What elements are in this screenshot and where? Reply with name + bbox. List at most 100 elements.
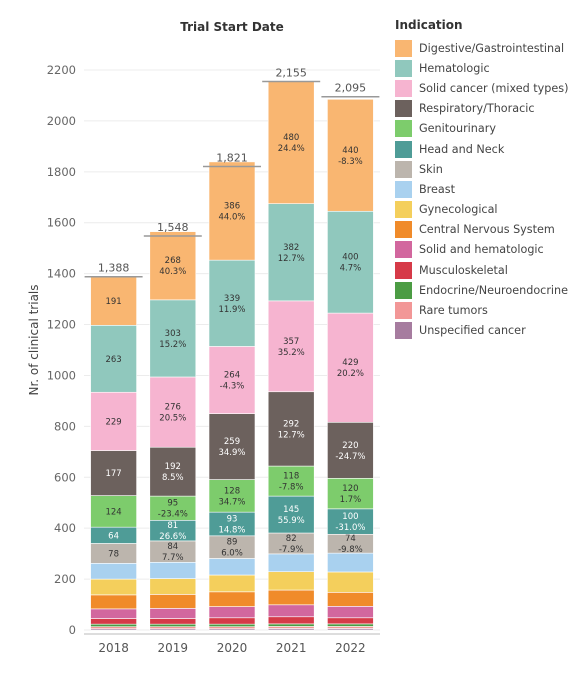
- bar-segment: [149, 231, 197, 301]
- bar-segment: [267, 391, 315, 467]
- data-label: -23.4%: [158, 510, 188, 520]
- bar-segment: [267, 626, 315, 629]
- bar-segment: [149, 626, 197, 630]
- legend-swatch: [395, 79, 412, 97]
- data-label: 1.7%: [340, 495, 362, 505]
- bar-segment: [267, 203, 315, 302]
- legend-item: Endocrine/Neuroendocrine: [395, 280, 585, 300]
- data-label: -7.9%: [279, 545, 304, 555]
- data-label: 276: [165, 403, 181, 413]
- data-label: 44.0%: [218, 213, 245, 223]
- data-label: 264: [224, 371, 240, 381]
- legend-label: Digestive/Gastrointestinal: [419, 41, 565, 55]
- legend-item: Respiratory/Thoracic: [395, 99, 585, 119]
- bar-segment: [90, 325, 137, 393]
- legend-item: Gynecological: [395, 200, 585, 220]
- data-label: -7.8%: [279, 483, 304, 493]
- legend-label: Breast: [419, 182, 455, 196]
- bar-segment: [327, 98, 374, 212]
- y-tick-label: 600: [54, 470, 76, 484]
- bar-segment: [267, 571, 315, 591]
- bar-segment: [327, 623, 374, 627]
- data-label: -24.7%: [335, 452, 365, 462]
- legend-label: Solid cancer (mixed types): [419, 81, 569, 95]
- bar-segment: [149, 618, 197, 625]
- data-label: 26.6%: [159, 532, 186, 542]
- bar-segment: [267, 623, 315, 627]
- legend-title: Indication: [395, 18, 463, 32]
- data-label: 386: [224, 202, 240, 212]
- x-tick-label: 2018: [98, 641, 129, 655]
- data-label: 95: [167, 499, 178, 509]
- data-label: 40.3%: [159, 267, 186, 277]
- legend-item: Central Nervous System: [395, 220, 585, 240]
- chart-title: Trial Start Date: [180, 20, 284, 34]
- total-label: 1,821: [216, 151, 248, 164]
- legend-item: Rare tumors: [395, 300, 585, 320]
- legend-swatch: [395, 241, 412, 259]
- bar-segment: [90, 618, 137, 625]
- data-label: 400: [342, 253, 358, 263]
- legend-swatch: [395, 120, 412, 138]
- data-label: 229: [105, 417, 121, 427]
- data-label: 192: [165, 462, 181, 472]
- legend-label: Genitourinary: [419, 122, 496, 136]
- bar-segment: [208, 346, 256, 414]
- data-label: 120: [342, 484, 358, 494]
- legend-swatch: [395, 39, 412, 57]
- total-label: 1,548: [157, 221, 189, 234]
- bar-segment: [208, 606, 256, 619]
- y-tick-label: 400: [54, 521, 76, 535]
- bar-segment: [327, 210, 374, 314]
- data-label: 34.9%: [218, 448, 245, 458]
- legend-label: Musculoskeletal: [419, 263, 508, 277]
- bar-segment: [327, 626, 374, 629]
- legend-item: Breast: [395, 179, 585, 199]
- legend-label: Central Nervous System: [419, 223, 555, 237]
- bar-segment: [267, 589, 315, 606]
- bar-segment: [149, 561, 197, 579]
- bar-segment: [267, 553, 315, 573]
- bar-segment: [208, 626, 256, 630]
- legend-label: Unspecified cancer: [419, 324, 526, 338]
- legend-item: Head and Neck: [395, 139, 585, 159]
- data-label: 145: [283, 505, 299, 515]
- data-label: 8.5%: [162, 473, 184, 483]
- bar-segment: [90, 623, 137, 627]
- y-axis-label: Nr. of clinical trials: [27, 284, 41, 395]
- legend-swatch: [395, 302, 412, 320]
- bar-segment: [327, 606, 374, 619]
- data-label: 480: [283, 133, 299, 143]
- bar-segment: [327, 312, 374, 423]
- bar-segment: [267, 604, 315, 618]
- data-label: 292: [283, 419, 299, 429]
- data-label: 177: [105, 469, 121, 479]
- legend: Indication Digestive/Gastrointestinal Hem…: [395, 18, 585, 341]
- legend-label: Gynecological: [419, 203, 498, 217]
- y-tick-label: 200: [54, 572, 76, 586]
- data-label: 78: [108, 549, 119, 559]
- data-label: 440: [342, 146, 358, 156]
- bar-segment: [208, 558, 256, 576]
- bar-segment: [267, 495, 315, 534]
- bar-segment: [149, 594, 197, 609]
- data-label: -4.3%: [220, 382, 245, 392]
- data-label: -9.8%: [338, 545, 363, 555]
- legend-label: Endocrine/Neuroendocrine: [419, 283, 568, 297]
- bar-segment: [208, 161, 256, 261]
- bar-segment: [90, 626, 137, 630]
- legend-swatch: [395, 221, 412, 239]
- y-tick-label: 800: [54, 419, 76, 433]
- bar-segment: [90, 563, 137, 580]
- bar-segment: [149, 495, 197, 521]
- legend-swatch: [395, 322, 412, 340]
- legend-label: Solid and hematologic: [419, 243, 544, 257]
- legend-swatch: [395, 100, 412, 118]
- legend-item: Digestive/Gastrointestinal: [395, 38, 585, 58]
- bar-segment: [90, 276, 137, 326]
- legend-label: Hematologic: [419, 61, 490, 75]
- data-label: 15.2%: [159, 340, 186, 350]
- total-label: 2,155: [275, 66, 307, 79]
- legend-label: Skin: [419, 162, 443, 176]
- data-label: 14.8%: [218, 525, 245, 535]
